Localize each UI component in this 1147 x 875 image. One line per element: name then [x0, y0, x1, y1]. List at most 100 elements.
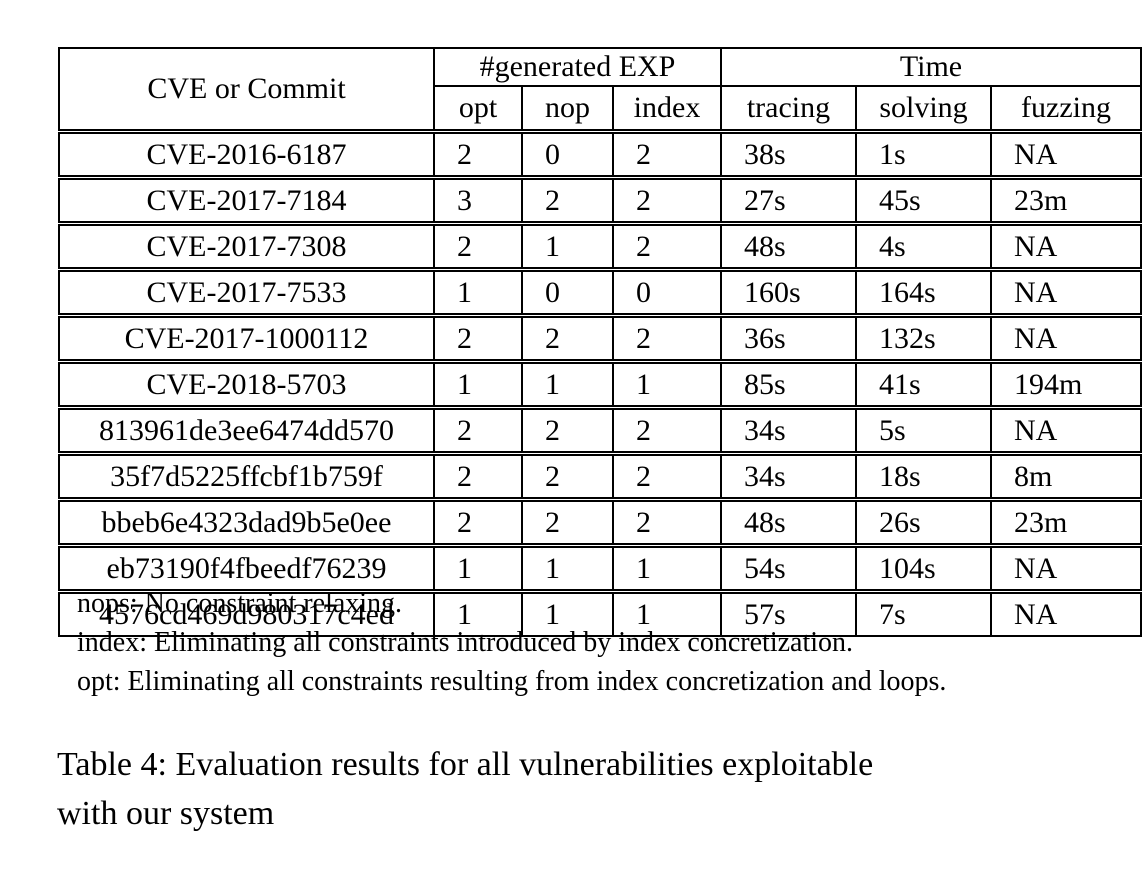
cell-id: CVE-2017-1000112 [58, 313, 435, 363]
caption-line-1: Table 4: Evaluation results for all vuln… [57, 746, 874, 783]
cell-id: CVE-2018-5703 [58, 359, 435, 409]
cell-tracing: 85s [720, 359, 857, 409]
header-opt: opt [433, 85, 523, 133]
cell-opt: 1 [433, 543, 523, 593]
header-cve-or-commit: CVE or Commit [58, 47, 435, 133]
footnote-index: index: Eliminating all constraints intro… [77, 627, 854, 658]
footnotes: nops: No constraint relaxing. index: Eli… [77, 584, 946, 701]
cell-tracing: 27s [720, 175, 857, 225]
cell-solving: 5s [855, 405, 992, 455]
table-row: CVE-2017-7308 2 1 2 48s 4s NA [58, 221, 1142, 271]
cell-opt: 2 [433, 221, 523, 271]
cell-index: 1 [612, 589, 722, 637]
cell-tracing: 54s [720, 543, 857, 593]
cell-fuzzing: 194m [990, 359, 1142, 409]
cell-solving: 41s [855, 359, 992, 409]
cell-fuzzing: NA [990, 267, 1142, 317]
cell-index: 2 [612, 221, 722, 271]
cell-nop: 1 [521, 359, 614, 409]
cell-nop: 2 [521, 405, 614, 455]
cell-opt: 2 [433, 129, 523, 179]
cell-opt: 1 [433, 267, 523, 317]
cell-nop: 2 [521, 175, 614, 225]
cell-id: bbeb6e4323dad9b5e0ee [58, 497, 435, 547]
cell-solving: 45s [855, 175, 992, 225]
cell-id: 35f7d5225ffcbf1b759f [58, 451, 435, 501]
cell-index: 1 [612, 543, 722, 593]
results-table: CVE or Commit #generated EXP Time opt no… [58, 47, 1142, 637]
header-nop: nop [521, 85, 614, 133]
cell-fuzzing: 23m [990, 497, 1142, 547]
header-time: Time [720, 47, 1142, 87]
cell-nop: 0 [521, 267, 614, 317]
table-row: bbeb6e4323dad9b5e0ee 2 2 2 48s 26s 23m [58, 497, 1142, 547]
cell-fuzzing: NA [990, 313, 1142, 363]
cell-tracing: 48s [720, 221, 857, 271]
header-generated-exp: #generated EXP [433, 47, 722, 87]
cell-id: 4576cd469d980317c4ed [58, 589, 435, 637]
cell-solving: 164s [855, 267, 992, 317]
header-group-row: CVE or Commit #generated EXP Time [58, 47, 1142, 133]
footnote-opt: opt: Eliminating all constraints resulti… [77, 666, 947, 697]
cell-nop: 1 [521, 221, 614, 271]
cell-id: CVE-2016-6187 [58, 129, 435, 179]
cell-id: CVE-2017-7184 [58, 175, 435, 225]
footnote-nops: nops: No constraint relaxing. [77, 588, 403, 619]
cell-opt: 2 [433, 497, 523, 547]
cell-tracing: 57s [720, 589, 857, 637]
cell-tracing: 38s [720, 129, 857, 179]
cell-id: eb73190f4fbeedf76239 [58, 543, 435, 593]
cell-opt: 1 [433, 589, 523, 637]
cell-id: CVE-2017-7308 [58, 221, 435, 271]
cell-tracing: 36s [720, 313, 857, 363]
table-row: CVE-2017-1000112 2 2 2 36s 132s NA [58, 313, 1142, 363]
cell-solving: 7s [855, 589, 992, 637]
cell-index: 1 [612, 359, 722, 409]
cell-id: CVE-2017-7533 [58, 267, 435, 317]
cell-fuzzing: NA [990, 405, 1142, 455]
cell-fuzzing: 8m [990, 451, 1142, 501]
table-row: CVE-2017-7184 3 2 2 27s 45s 23m [58, 175, 1142, 225]
cell-index: 2 [612, 497, 722, 547]
cell-fuzzing: NA [990, 221, 1142, 271]
cell-fuzzing: NA [990, 543, 1142, 593]
cell-opt: 3 [433, 175, 523, 225]
cell-fuzzing: NA [990, 589, 1142, 637]
table-row: CVE-2017-7533 1 0 0 160s 164s NA [58, 267, 1142, 317]
cell-solving: 26s [855, 497, 992, 547]
table-row: CVE-2018-5703 1 1 1 85s 41s 194m [58, 359, 1142, 409]
cell-tracing: 48s [720, 497, 857, 547]
cell-tracing: 160s [720, 267, 857, 317]
cell-id: 813961de3ee6474dd570 [58, 405, 435, 455]
cell-solving: 132s [855, 313, 992, 363]
cell-opt: 2 [433, 451, 523, 501]
cell-nop: 2 [521, 313, 614, 363]
table-row: CVE-2016-6187 2 0 2 38s 1s NA [58, 129, 1142, 179]
table-row: 4576cd469d980317c4ed 1 1 1 57s 7s NA [58, 589, 1142, 637]
cell-solving: 18s [855, 451, 992, 501]
cell-index: 0 [612, 267, 722, 317]
header-fuzzing: fuzzing [990, 85, 1142, 133]
cell-opt: 1 [433, 359, 523, 409]
cell-index: 2 [612, 451, 722, 501]
cell-nop: 0 [521, 129, 614, 179]
cell-fuzzing: 23m [990, 175, 1142, 225]
cell-fuzzing: NA [990, 129, 1142, 179]
cell-tracing: 34s [720, 405, 857, 455]
cell-nop: 1 [521, 589, 614, 637]
cell-index: 2 [612, 175, 722, 225]
cell-opt: 2 [433, 313, 523, 363]
table-caption: Table 4: Evaluation results for all vuln… [57, 740, 873, 838]
table-body: CVE-2016-6187 2 0 2 38s 1s NA CVE-2017-7184 3 2 2 2… [58, 129, 1142, 637]
header-index: index [612, 85, 722, 133]
cell-solving: 1s [855, 129, 992, 179]
cell-nop: 1 [521, 543, 614, 593]
caption-line-2: with our system [57, 795, 275, 832]
table-row: 813961de3ee6474dd570 2 2 2 34s 5s NA [58, 405, 1142, 455]
cell-solving: 104s [855, 543, 992, 593]
header-tracing: tracing [720, 85, 857, 133]
cell-index: 2 [612, 129, 722, 179]
cell-nop: 2 [521, 497, 614, 547]
cell-index: 2 [612, 405, 722, 455]
